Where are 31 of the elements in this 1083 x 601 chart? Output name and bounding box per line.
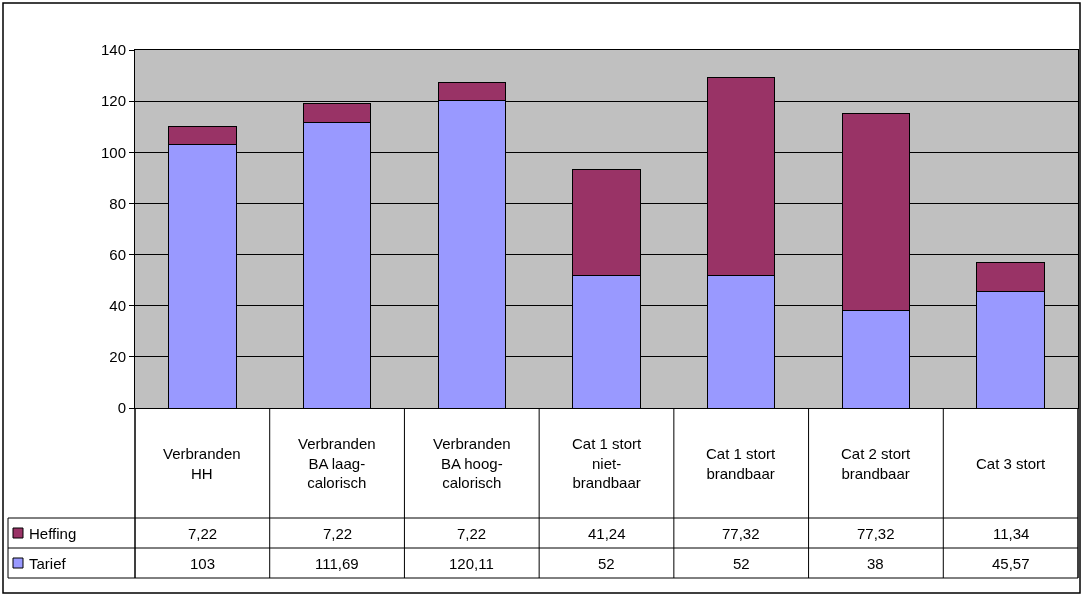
data-label: 52 <box>733 555 750 572</box>
data-label: 38 <box>867 555 884 572</box>
data-label: 11,34 <box>993 525 1030 542</box>
data-label: 52 <box>598 555 615 572</box>
data-label: 45,57 <box>992 555 1030 572</box>
x-tick-label: Verbranden BA laag-calorisch <box>298 435 376 491</box>
data-label: 77,32 <box>722 525 760 542</box>
y-tick-label: 100 <box>100 143 126 161</box>
y-tick-label: 60 <box>109 245 126 263</box>
data-label: 41,24 <box>588 525 626 542</box>
data-label: 7,22 <box>457 525 487 542</box>
data-label: 7,22 <box>323 525 353 542</box>
y-tick-label: 20 <box>109 348 126 366</box>
y-tick-label: 80 <box>109 194 126 212</box>
y-tick-label: 40 <box>109 296 126 314</box>
x-tick-label: Cat 1 stort brandbaar <box>706 445 777 482</box>
x-tick-label: Cat 3 stort <box>976 455 1047 472</box>
data-label: 7,22 <box>188 525 218 542</box>
x-tick-label: Cat 2 stort brandbaar <box>841 445 912 482</box>
x-tick-label: Cat 1 stort niet-brandbaar <box>572 435 643 491</box>
data-label: 120,11 <box>449 555 494 572</box>
y-tick-label: 0 <box>117 399 126 417</box>
data-label: 77,32 <box>857 525 895 542</box>
data-label: 111,69 <box>315 555 359 572</box>
y-tick-label: 120 <box>100 92 126 110</box>
x-tick-label: Verbranden HH <box>163 445 241 482</box>
legend-label: Tarief <box>29 555 67 572</box>
y-tick-label: 140 <box>100 41 126 59</box>
data-label: 103 <box>190 555 216 572</box>
x-tick-label: Verbranden BA hoog-calorisch <box>433 435 511 491</box>
legend-label: Heffing <box>29 525 77 542</box>
